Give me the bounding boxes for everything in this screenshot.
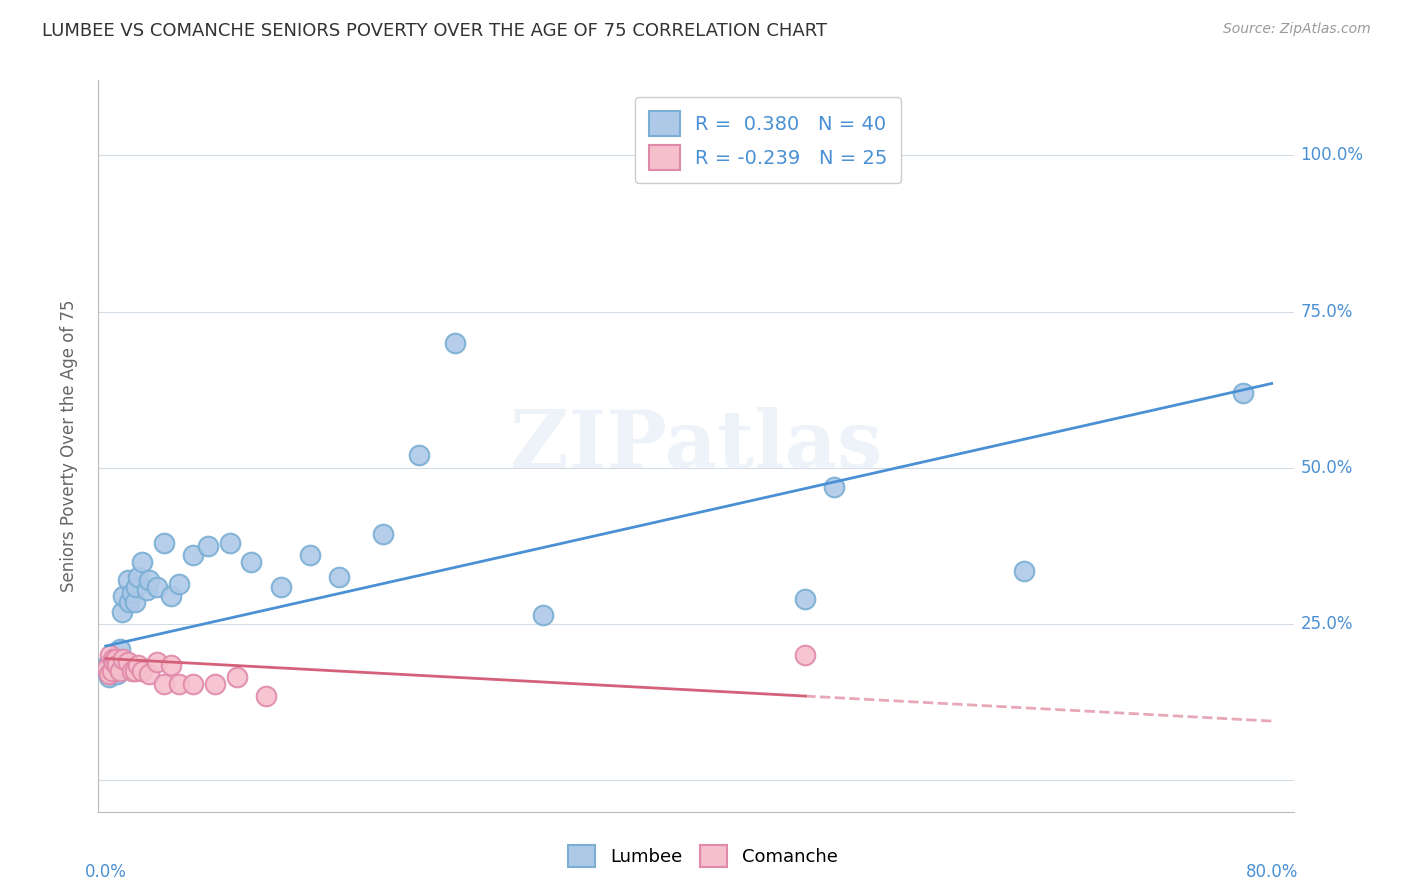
Point <box>125 580 148 594</box>
Point <box>100 664 122 678</box>
Text: 50.0%: 50.0% <box>1301 458 1353 477</box>
Point <box>110 664 132 678</box>
Point <box>101 664 124 678</box>
Point <box>127 657 149 672</box>
Point <box>104 651 127 665</box>
Point <box>100 661 122 675</box>
Point <box>103 655 125 669</box>
Point <box>153 536 176 550</box>
Point <box>104 655 127 669</box>
Point <box>117 655 139 669</box>
Point <box>298 549 321 563</box>
Point <box>270 580 292 594</box>
Point <box>101 651 124 665</box>
Point <box>153 676 176 690</box>
Y-axis label: Seniors Poverty Over the Age of 75: Seniors Poverty Over the Age of 75 <box>59 300 77 592</box>
Point <box>135 582 157 597</box>
Text: 80.0%: 80.0% <box>1246 863 1298 881</box>
Point <box>197 539 219 553</box>
Point <box>160 589 183 603</box>
Point <box>98 648 121 663</box>
Point <box>444 335 467 350</box>
Text: 75.0%: 75.0% <box>1301 302 1353 320</box>
Text: 100.0%: 100.0% <box>1301 146 1364 164</box>
Point <box>131 664 153 678</box>
Point <box>794 592 817 607</box>
Point <box>96 661 118 675</box>
Point <box>97 667 120 681</box>
Point <box>96 657 118 672</box>
Point <box>531 607 554 622</box>
Point <box>167 576 190 591</box>
Point <box>181 549 204 563</box>
Point <box>1232 385 1254 400</box>
Point <box>138 574 160 588</box>
Point <box>823 480 845 494</box>
Point <box>167 676 190 690</box>
Point <box>105 657 128 672</box>
Text: Source: ZipAtlas.com: Source: ZipAtlas.com <box>1223 22 1371 37</box>
Point <box>204 676 226 690</box>
Point <box>121 586 143 600</box>
Point <box>105 667 128 681</box>
Point <box>103 655 125 669</box>
Point <box>1012 564 1035 578</box>
Point <box>218 536 240 550</box>
Point <box>110 642 132 657</box>
Point <box>96 664 118 678</box>
Point <box>118 595 141 609</box>
Point <box>145 655 167 669</box>
Point <box>145 580 167 594</box>
Text: ZIPatlas: ZIPatlas <box>510 407 882 485</box>
Point <box>225 670 247 684</box>
Point <box>112 651 135 665</box>
Point <box>111 605 134 619</box>
Point <box>127 570 149 584</box>
Point <box>124 595 146 609</box>
Legend: Lumbee, Comanche: Lumbee, Comanche <box>561 838 845 874</box>
Point <box>328 570 350 584</box>
Point <box>408 449 430 463</box>
Text: 0.0%: 0.0% <box>84 863 127 881</box>
Point <box>181 676 204 690</box>
Point <box>121 664 143 678</box>
Text: 25.0%: 25.0% <box>1301 615 1353 633</box>
Point <box>138 667 160 681</box>
Point <box>240 555 263 569</box>
Point <box>124 664 146 678</box>
Point <box>98 667 121 681</box>
Point <box>131 555 153 569</box>
Legend: R =  0.380   N = 40, R = -0.239   N = 25: R = 0.380 N = 40, R = -0.239 N = 25 <box>636 97 901 183</box>
Point <box>371 526 394 541</box>
Text: LUMBEE VS COMANCHE SENIORS POVERTY OVER THE AGE OF 75 CORRELATION CHART: LUMBEE VS COMANCHE SENIORS POVERTY OVER … <box>42 22 827 40</box>
Point <box>112 589 135 603</box>
Point <box>794 648 817 663</box>
Point <box>254 689 277 703</box>
Point <box>160 657 183 672</box>
Point <box>117 574 139 588</box>
Point <box>97 670 120 684</box>
